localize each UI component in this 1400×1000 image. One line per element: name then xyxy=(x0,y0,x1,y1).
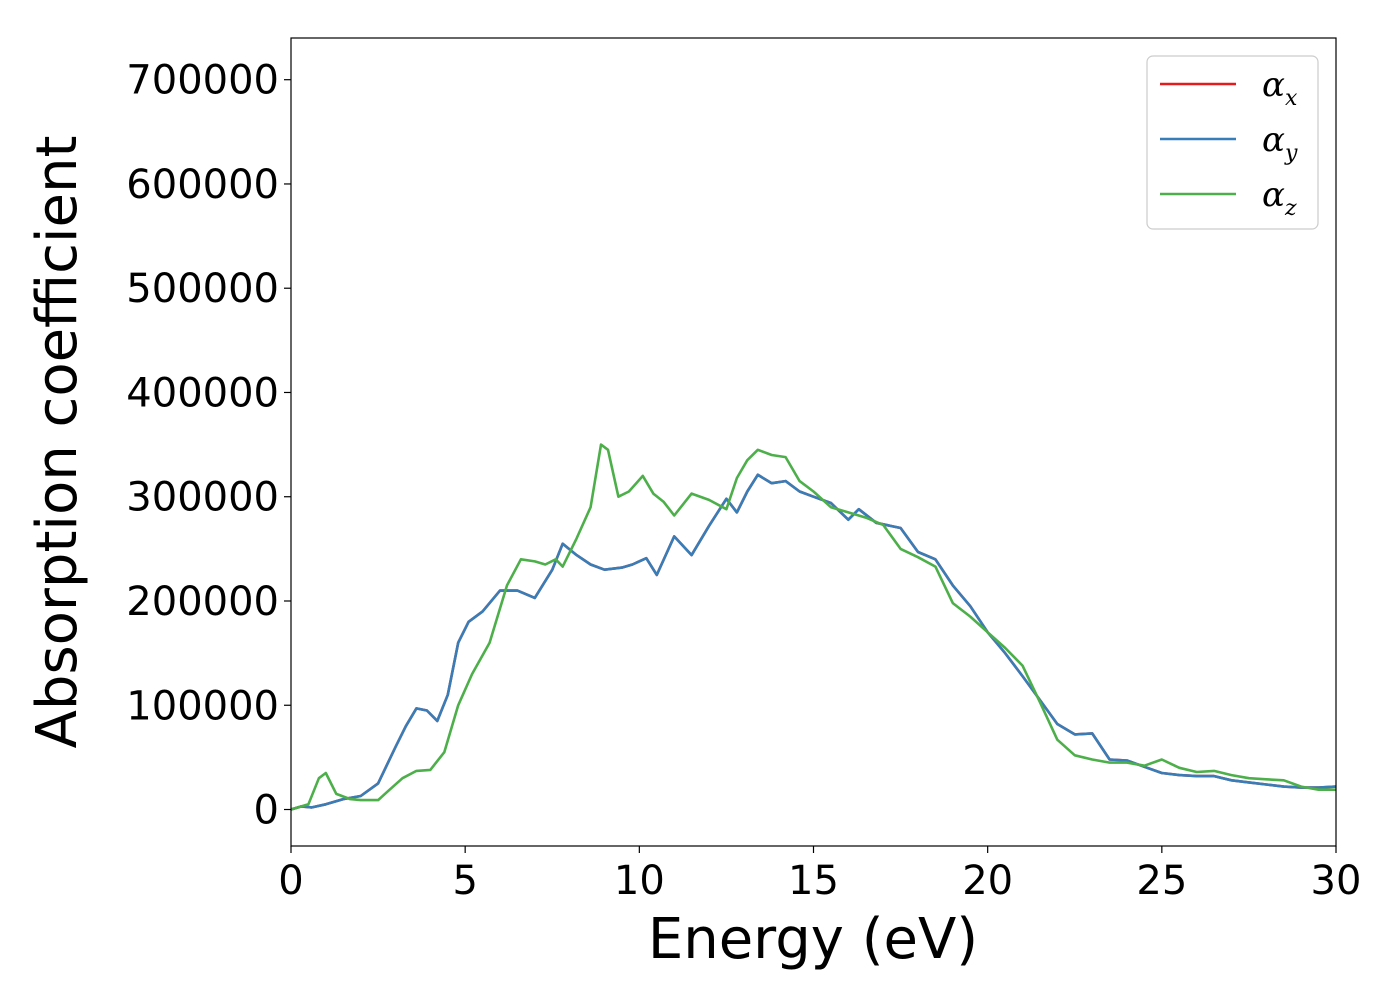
series-line-z xyxy=(291,443,1336,811)
x-tick-label: 25 xyxy=(1136,858,1187,904)
x-tick-label: 0 xyxy=(278,858,303,904)
x-axis: 0 5 10 15 20 25 30 xyxy=(278,846,1361,904)
x-tick-label: 20 xyxy=(962,858,1013,904)
x-tick-label: 30 xyxy=(1311,858,1362,904)
y-axis-title: Absorption coefficient xyxy=(25,136,90,749)
y-tick-label: 500000 xyxy=(126,266,279,312)
x-tick-label: 5 xyxy=(452,858,477,904)
y-tick-label: 0 xyxy=(254,788,279,834)
y-axis: 0 100000 200000 300000 400000 500000 600000 700… xyxy=(126,58,291,834)
y-tick-label: 400000 xyxy=(126,370,279,416)
y-tick-label: 300000 xyxy=(126,475,279,521)
x-axis-title: Energy (eV) xyxy=(648,907,978,972)
y-tick-label: 200000 xyxy=(126,579,279,625)
y-tick-label: 700000 xyxy=(126,58,279,104)
y-tick-label: 600000 xyxy=(126,162,279,208)
legend-box xyxy=(1146,55,1319,230)
x-tick-label: 15 xyxy=(788,858,839,904)
x-tick-label: 10 xyxy=(614,858,665,904)
y-tick-label: 100000 xyxy=(126,683,279,729)
series-layer xyxy=(291,443,1336,811)
